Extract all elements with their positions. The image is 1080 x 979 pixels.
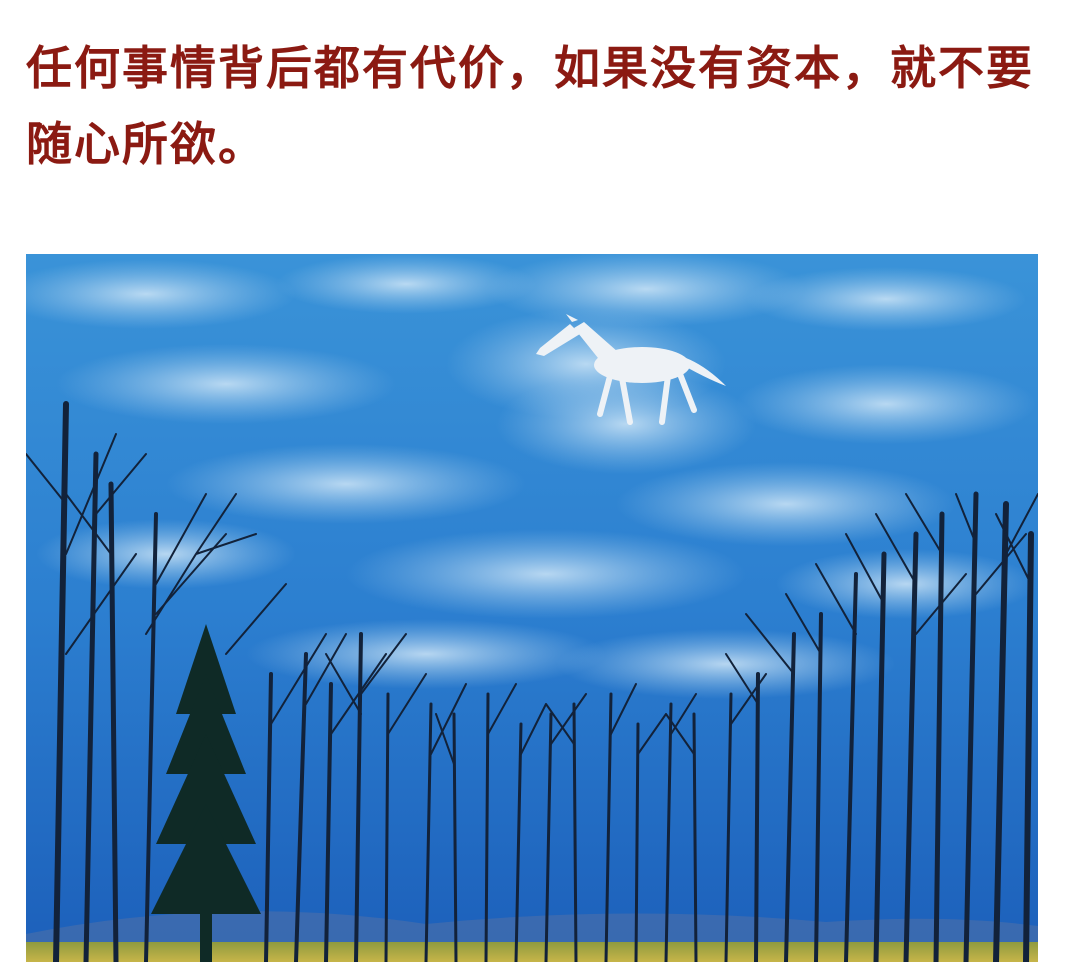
painting-svg xyxy=(26,254,1038,962)
evergreen-tree xyxy=(151,624,261,962)
painting-image xyxy=(26,254,1038,962)
white-horse xyxy=(536,314,726,425)
ground xyxy=(26,942,1038,962)
bare-trees xyxy=(26,401,1038,962)
quote-text: 任何事情背后都有代价，如果没有资本，就不要随心所欲。 xyxy=(26,41,1034,171)
